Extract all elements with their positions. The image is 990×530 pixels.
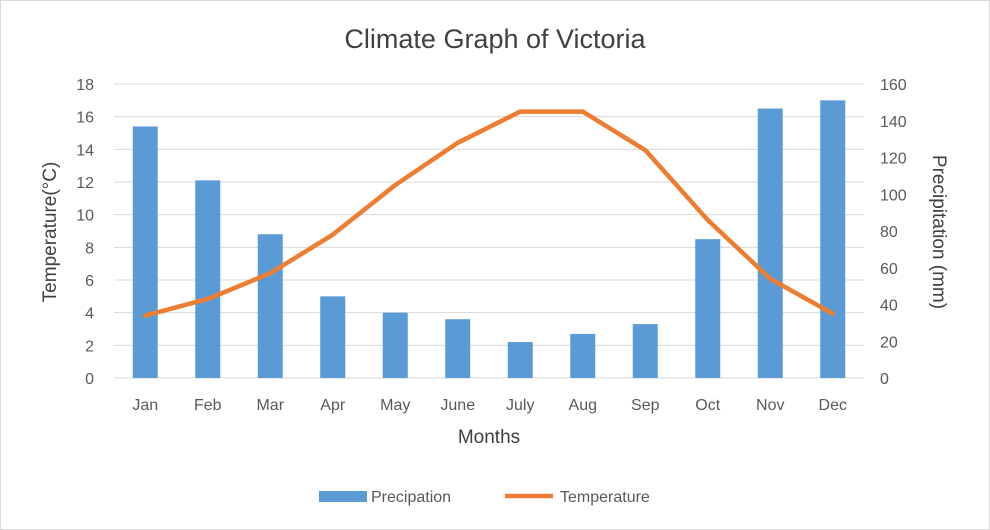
right-tick-label: 60 xyxy=(880,261,898,278)
x-tick-label: Oct xyxy=(695,397,720,414)
bar-jan xyxy=(132,126,158,378)
left-axis-ticks: 0 2 4 6 8 10 12 14 16 18 xyxy=(76,77,94,388)
x-tick-label: Mar xyxy=(256,397,284,414)
right-tick-label: 20 xyxy=(880,334,898,351)
right-tick-label: 0 xyxy=(880,371,889,388)
right-axis-ticks: 0 20 40 60 80 100 120 140 160 xyxy=(880,77,907,388)
x-axis-title: Months xyxy=(458,427,520,448)
left-tick-label: 18 xyxy=(76,77,94,94)
x-tick-label: Apr xyxy=(320,397,346,414)
bar-aug xyxy=(570,333,596,378)
bar-june xyxy=(445,319,471,378)
left-tick-label: 4 xyxy=(85,306,94,323)
x-tick-label: Feb xyxy=(194,397,222,414)
bar-mar xyxy=(257,234,283,378)
legend-label-precipitation: Precipation xyxy=(371,489,451,506)
x-axis-ticks: Jan Feb Mar Apr May June July Aug Sep Oct Nov Dec xyxy=(132,397,847,414)
bar-feb xyxy=(195,180,221,378)
right-tick-label: 40 xyxy=(880,298,898,315)
legend-label-temperature: Temperature xyxy=(560,489,650,506)
temperature-line-layer xyxy=(143,109,835,318)
left-tick-label: 14 xyxy=(76,142,94,159)
left-tick-label: 8 xyxy=(85,240,94,257)
x-tick-label: Dec xyxy=(819,397,847,414)
bar-dec xyxy=(820,100,846,378)
temperature-line xyxy=(143,109,835,318)
legend-swatch-precipitation xyxy=(319,491,367,502)
bar-apr xyxy=(320,296,346,378)
x-tick-label: July xyxy=(506,397,534,414)
chart-title: Climate Graph of Victoria xyxy=(344,24,646,54)
x-tick-label: May xyxy=(380,397,410,414)
gridlines xyxy=(114,83,864,379)
bar-nov xyxy=(757,108,783,378)
bar-sep xyxy=(632,324,658,378)
right-tick-label: 140 xyxy=(880,114,907,131)
left-tick-label: 12 xyxy=(76,175,94,192)
right-tick-label: 100 xyxy=(880,187,907,204)
right-axis-title: Precipitation (mm) xyxy=(928,155,949,309)
precipitation-bars xyxy=(132,100,846,378)
x-tick-label: June xyxy=(440,397,475,414)
bar-may xyxy=(382,312,408,378)
left-tick-label: 16 xyxy=(76,110,94,127)
x-tick-label: Nov xyxy=(756,397,784,414)
right-tick-label: 160 xyxy=(880,77,907,94)
left-tick-label: 6 xyxy=(85,273,94,290)
left-tick-label: 0 xyxy=(85,371,94,388)
right-tick-label: 80 xyxy=(880,224,898,241)
x-tick-label: Jan xyxy=(132,397,158,414)
left-tick-label: 10 xyxy=(76,208,94,225)
right-tick-label: 120 xyxy=(880,151,907,168)
legend: Precipation Temperature xyxy=(319,489,650,506)
bar-oct xyxy=(695,239,721,378)
left-tick-label: 2 xyxy=(85,338,94,355)
bar-july xyxy=(507,342,533,378)
x-tick-label: Aug xyxy=(569,397,597,414)
left-axis-title: Temperature(°C) xyxy=(40,162,61,303)
x-tick-label: Sep xyxy=(631,397,660,414)
